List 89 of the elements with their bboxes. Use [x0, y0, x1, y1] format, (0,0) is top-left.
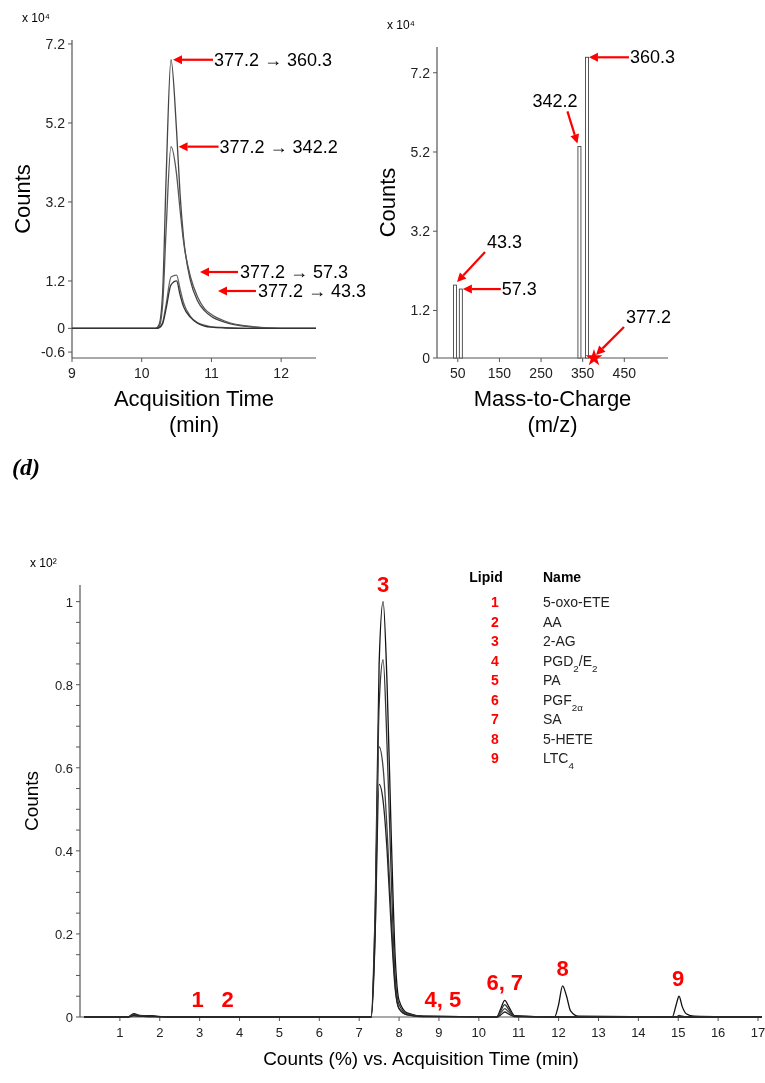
y-tick-label: 0 [422, 350, 431, 366]
annotation: 9 [491, 750, 500, 766]
x-tick-label: 11 [204, 365, 219, 381]
annotation: PA [543, 672, 562, 688]
annotation: PGD$_{2}$/E$_{2}$ [543, 652, 598, 673]
y-tick-label: 1.2 [45, 272, 66, 289]
annotation: 57.3 [501, 279, 537, 300]
annotation: 3 [491, 633, 500, 649]
annotation: 377.2 → 360.3 [213, 49, 333, 70]
x-axis-title: Acquisition Time (min) [113, 386, 275, 437]
annotation: 7 [491, 711, 500, 727]
annotation: SA [543, 711, 563, 727]
annotation: 4 [491, 652, 500, 669]
x-tick-label: 10 [133, 365, 150, 381]
y-tick-label: 0 [57, 320, 66, 337]
x-tick-label: 2 [156, 1025, 164, 1040]
annotation: 9 [672, 966, 685, 992]
x-tick-label: 150 [487, 365, 512, 381]
annotation: LTC$_{4}$ [543, 750, 575, 771]
x-tick-label: 450 [612, 365, 637, 381]
annotation: AA [543, 613, 563, 630]
y-axis-title: Counts [21, 770, 42, 832]
y-tick-label: 5.2 [45, 114, 66, 131]
annotation: 377.2 → 43.3 [258, 281, 367, 301]
annotation: 2 [491, 613, 500, 630]
x-tick-label: 12 [273, 365, 290, 381]
annotation: 5 [491, 672, 500, 688]
annotation: 377.2 [626, 307, 672, 327]
y-tick-label: 0 [65, 1010, 73, 1025]
annotation: 6, 7 [486, 970, 524, 996]
x-tick-label: 11 [511, 1025, 526, 1040]
y-tick-label: 7.2 [45, 35, 66, 52]
x-tick-label: 14 [631, 1025, 646, 1040]
x-tick-label: 6 [315, 1025, 323, 1040]
text: x 10² [30, 556, 57, 570]
text: Lipid [469, 569, 503, 585]
annotation: 377.2 → 342.2 [219, 136, 338, 157]
x-tick-label: 13 [591, 1025, 606, 1040]
annotation: 5-oxo-ETE [543, 594, 610, 610]
x-tick-label: 9 [68, 365, 77, 381]
annotation: 4, 5 [424, 987, 462, 1012]
y-axis-title: Counts [10, 164, 35, 234]
y-tick-label: -0.6 [40, 344, 66, 361]
annotation: 360.3 [629, 47, 676, 68]
y-tick-label: 0.2 [54, 926, 73, 942]
annotation: 43.3 [487, 232, 523, 253]
x-tick-label: 10 [471, 1025, 487, 1040]
x-tick-label: 17 [750, 1025, 765, 1040]
text: Name [543, 569, 582, 585]
text: x 10⁴ [387, 18, 415, 32]
x-tick-label: 50 [450, 365, 466, 381]
x-tick-label: 5 [275, 1025, 284, 1040]
y-tick-label: 1 [65, 594, 73, 610]
annotation: 1 [491, 594, 500, 610]
y-tick-label: 1.2 [410, 302, 431, 319]
y-tick-label: 3.2 [410, 223, 431, 240]
y-tick-label: 7.2 [410, 64, 431, 81]
x-axis-title: Counts (%) vs. Acquisition Time (min) [263, 1048, 579, 1069]
annotation: 2 [221, 987, 234, 1012]
y-axis-title: Counts [375, 167, 400, 238]
annotation: 5-HETE [543, 730, 593, 747]
annotation: PGF$_{2α}$ [543, 691, 584, 712]
y-tick-label: 0.4 [54, 843, 73, 859]
x-tick-label: 8 [395, 1025, 403, 1040]
annotation: 6 [491, 691, 500, 708]
annotation: 342.2 [532, 91, 578, 112]
y-tick-label: 3.2 [45, 193, 66, 210]
text: x 10⁴ [22, 11, 50, 25]
x-tick-label: 7 [355, 1025, 363, 1040]
chart-title: (d) [12, 454, 40, 480]
annotation: 2-AG [543, 633, 576, 649]
annotation: 8 [556, 955, 569, 981]
x-tick-label: 9 [435, 1025, 443, 1040]
annotation: 3 [376, 571, 390, 597]
x-tick-label: 250 [529, 365, 553, 381]
annotation: 8 [491, 730, 500, 747]
x-tick-label: 12 [551, 1025, 566, 1040]
annotation: 1 [191, 987, 204, 1012]
y-tick-label: 0.6 [54, 760, 73, 776]
x-axis-title: Mass-to-Charge (m/z) [473, 386, 632, 437]
y-tick-label: 5.2 [410, 143, 431, 160]
x-tick-label: 3 [196, 1025, 204, 1040]
x-tick-label: 1 [116, 1025, 124, 1040]
y-tick-label: 0.8 [54, 677, 73, 693]
x-tick-label: 15 [671, 1025, 686, 1040]
x-tick-label: 350 [571, 365, 595, 381]
x-tick-label: 4 [235, 1025, 244, 1040]
annotation: 377.2 → 57.3 [240, 262, 349, 282]
x-tick-label: 16 [710, 1025, 726, 1040]
